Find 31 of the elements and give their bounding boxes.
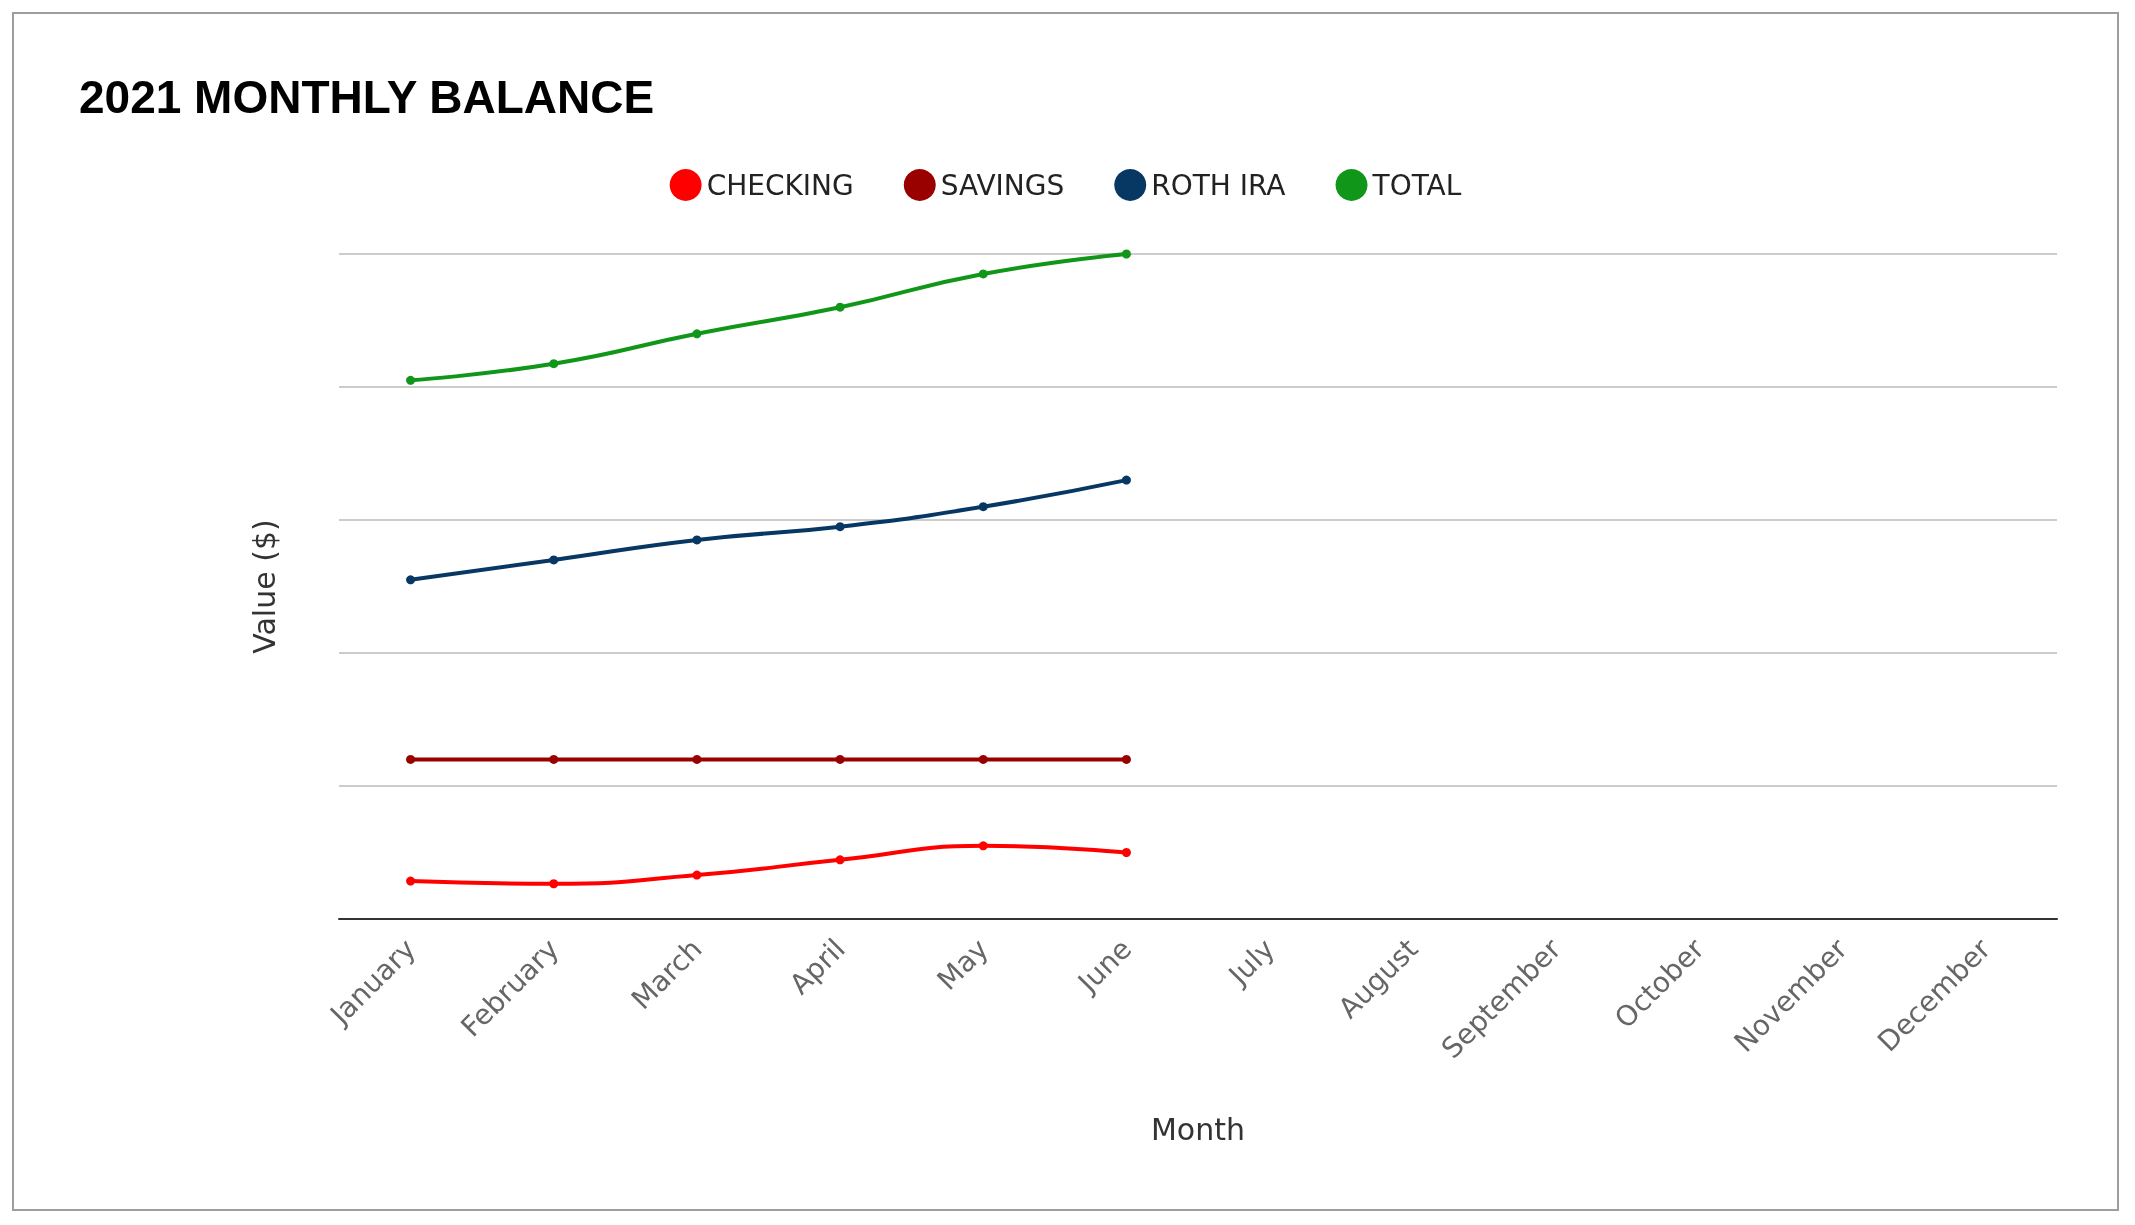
y-axis-title: Value ($) <box>246 519 282 654</box>
point <box>1121 848 1131 857</box>
point <box>978 841 988 851</box>
point <box>1121 249 1131 259</box>
point <box>549 555 559 565</box>
legend-label: SAVINGS <box>940 168 1065 202</box>
point <box>406 754 416 764</box>
point <box>835 522 845 532</box>
point <box>978 269 988 279</box>
point <box>692 535 702 545</box>
point <box>1121 754 1131 764</box>
point <box>406 876 416 886</box>
point <box>978 754 988 764</box>
point <box>1121 475 1131 485</box>
point <box>406 575 416 585</box>
point <box>549 879 559 889</box>
legend-label: CHECKING <box>706 168 854 202</box>
point <box>692 329 702 339</box>
chart-title: 2021 MONTHLY BALANCE <box>79 71 655 123</box>
point <box>835 754 845 764</box>
legend-label: ROTH IRA <box>1151 168 1286 202</box>
point <box>549 359 559 369</box>
x-axis-title: Month <box>1150 1111 1246 1147</box>
legend-label: TOTAL <box>1371 168 1462 202</box>
point <box>692 754 702 764</box>
point <box>692 870 702 880</box>
point <box>406 375 416 385</box>
point <box>835 855 845 865</box>
point <box>978 502 988 512</box>
point <box>835 302 845 312</box>
point <box>549 754 559 764</box>
